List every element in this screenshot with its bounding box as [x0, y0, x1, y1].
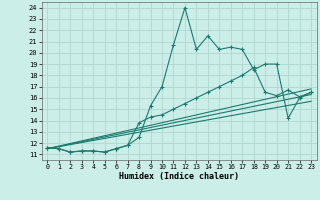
X-axis label: Humidex (Indice chaleur): Humidex (Indice chaleur) [119, 172, 239, 181]
